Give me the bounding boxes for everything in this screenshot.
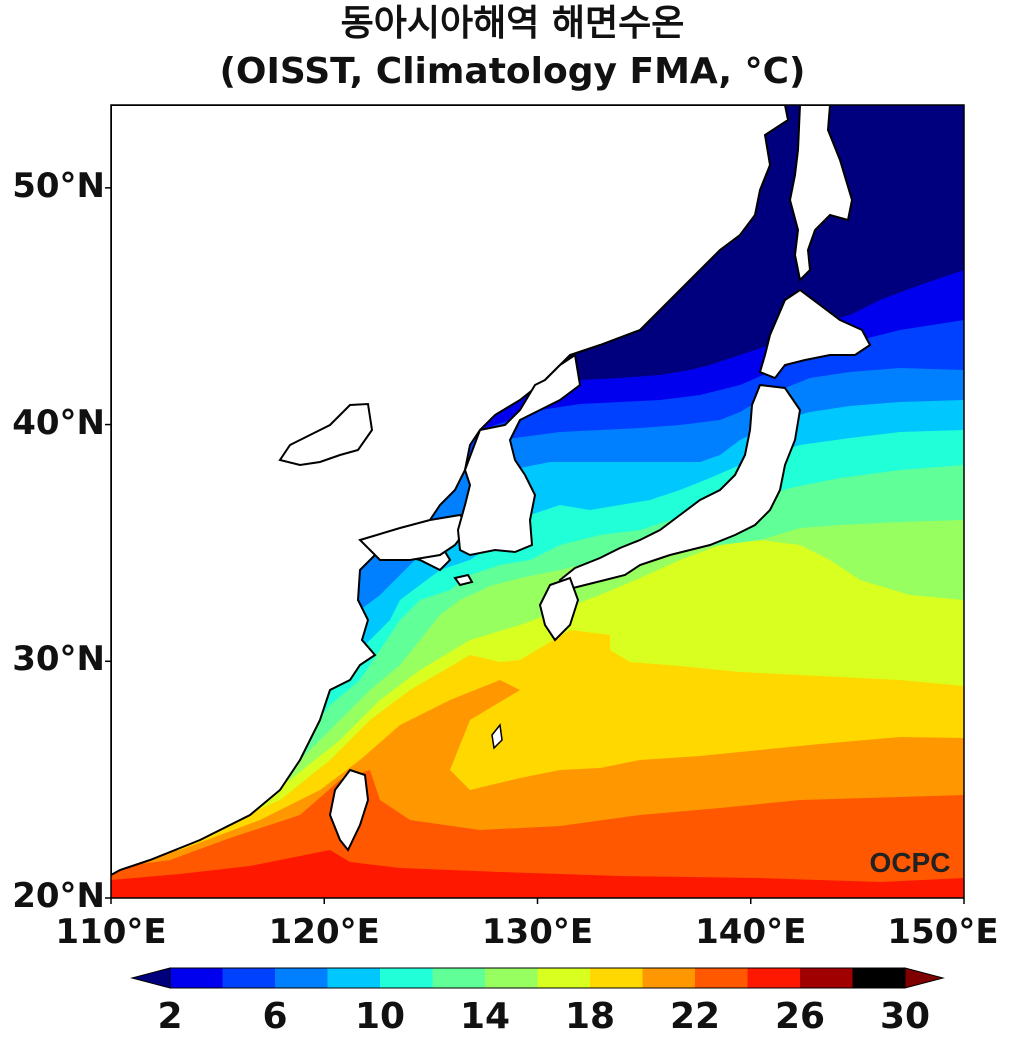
colorbar-segment (380, 968, 433, 988)
colorbar-segment (537, 968, 590, 988)
colorbar-segment (642, 968, 695, 988)
colorbar-tick-label: 18 (564, 996, 616, 1037)
colorbar-segment (327, 968, 380, 988)
lon-tick-label: 150°E (887, 912, 999, 952)
colorbar-tick-label: 14 (459, 996, 511, 1037)
colorbar-extend-max (904, 967, 945, 989)
lon-tick-label: 110°E (55, 912, 167, 952)
land-jeju-island (453, 573, 474, 587)
land-honshu (558, 383, 802, 592)
colorbar-tick-label: 22 (669, 996, 721, 1037)
colorbar-segment (222, 968, 275, 988)
ocpc-watermark: OCPC (870, 847, 951, 878)
colorbar-tick-label: 2 (157, 996, 183, 1037)
colorbar-extend-min (130, 967, 171, 989)
colorbar-segment (800, 968, 853, 988)
colorbar-tick-label: 6 (262, 996, 288, 1037)
colorbar-segment (170, 968, 223, 988)
colorbar-segment (432, 968, 485, 988)
colorbar-segment (747, 968, 800, 988)
map-title: 동아시아해역 해면수온 (340, 3, 685, 44)
lat-tick-label: 50°N (12, 165, 105, 206)
land-korean-peninsula (456, 353, 582, 557)
colorbar (130, 967, 945, 989)
colorbar-segment (590, 968, 643, 988)
lat-tick-label: 30°N (12, 639, 105, 680)
lon-tick-label: 130°E (481, 912, 594, 952)
land-okinawa (491, 723, 503, 750)
colorbar-tick-label: 26 (774, 996, 826, 1037)
land-shandong-liaodong-bay (278, 402, 374, 467)
colorbar-segment (695, 968, 748, 988)
lat-tick-label: 20°N (12, 876, 105, 916)
colorbar-tick-label: 30 (879, 996, 931, 1037)
land-sakhalin (788, 105, 854, 283)
colorbar-frame (169, 967, 906, 989)
colorbar-segment (485, 968, 538, 988)
lon-tick-label: 140°E (695, 912, 807, 952)
map-subtitle: (OISST, Climatology FMA, °C) (219, 51, 806, 92)
axis-tickmarks (105, 187, 965, 904)
lat-tick-label: 40°N (12, 402, 105, 443)
map-plot-area: OCPC (111, 105, 964, 898)
colorbar-segment (852, 968, 905, 988)
colorbar-tick-label: 10 (354, 996, 406, 1037)
colorbar-segment (275, 968, 328, 988)
land-kyushu (538, 576, 580, 642)
land-taiwan (328, 768, 370, 852)
land-hokkaido (758, 288, 872, 380)
lon-tick-label: 120°E (268, 912, 380, 952)
